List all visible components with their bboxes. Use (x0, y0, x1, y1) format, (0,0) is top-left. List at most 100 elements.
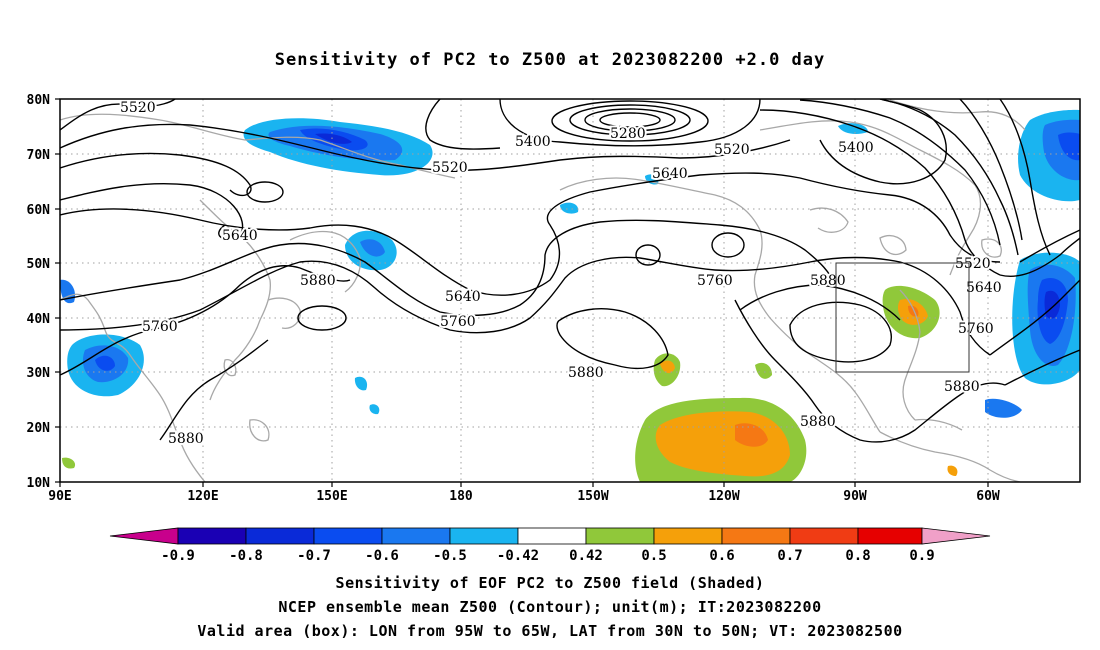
contour-line (635, 244, 661, 266)
lat-label: 80N (27, 93, 51, 108)
contour-label: 5640 (652, 166, 688, 182)
colorbar-segment (857, 527, 923, 545)
contour-label: 5760 (440, 314, 476, 330)
colorbar-tick-label: -0.5 (433, 548, 467, 564)
negative-shading-region (838, 123, 868, 134)
negative-shading-region (369, 404, 380, 415)
negative-shading-region (315, 133, 352, 144)
coastline (981, 238, 1002, 258)
contour-line (551, 100, 709, 142)
coastline (60, 293, 206, 482)
colorbar-tick-label: -0.8 (229, 548, 263, 564)
contour-label: 5880 (810, 273, 846, 289)
contour-label: 5880 (300, 273, 336, 289)
lon-label: 90E (48, 489, 71, 504)
contour-label: 5880 (568, 365, 604, 381)
lat-label: 50N (27, 257, 51, 272)
colorbar-tick-label: 0.9 (909, 548, 934, 564)
contour-label: 5880 (944, 379, 980, 395)
coastline (267, 297, 301, 329)
coastline (249, 419, 270, 442)
colorbar-segment (313, 527, 383, 545)
map-title: Sensitivity of PC2 to Z500 at 2023082200… (274, 50, 826, 70)
contour-line (60, 219, 836, 316)
caption-line-1: Sensitivity of EOF PC2 to Z500 field (Sh… (335, 574, 765, 592)
caption-line-2: NCEP ensemble mean Z500 (Contour); unit(… (278, 598, 822, 616)
gridlines (60, 99, 1080, 482)
negative-shading-region (1058, 132, 1080, 161)
coastline (899, 289, 921, 421)
contour-line (999, 99, 1051, 256)
lat-label: 30N (27, 366, 51, 381)
plot-frame (59, 98, 1081, 483)
contour-labels: 5520 5280 5400 5520 5640 5400 5520 5640 … (118, 98, 1004, 449)
contour-line (711, 232, 745, 258)
colorbar-tick-label: 0.5 (641, 548, 666, 564)
contour-line (759, 109, 1001, 276)
colorbar-tick-label: 0.6 (709, 548, 734, 564)
coastline (759, 120, 982, 276)
colorbar-tick-label: 0.8 (845, 548, 870, 564)
contour-label: 5760 (697, 273, 733, 289)
contour-line (1019, 229, 1080, 263)
lat-label: 40N (27, 312, 51, 327)
negative-shading-region (560, 202, 579, 214)
contour-line (499, 99, 761, 147)
contour-line (60, 265, 351, 376)
colorbar-tick-label: -0.9 (161, 548, 195, 564)
coastlines (60, 99, 1026, 482)
colorbar-segment (653, 527, 723, 545)
colorbar-tick-label: 0.7 (777, 548, 802, 564)
negative-shading-region (985, 398, 1022, 418)
contour-line (60, 172, 1001, 296)
contour-label: 5520 (714, 142, 750, 158)
positive-shading-region (62, 457, 76, 469)
coastline (879, 235, 907, 256)
caption-line-3: Valid area (box): LON from 95W to 65W, L… (197, 622, 903, 640)
negative-shading-region (354, 376, 368, 391)
coastline (889, 99, 1026, 131)
contour-label: 5880 (800, 414, 836, 430)
lon-label: 180 (449, 489, 473, 504)
colorbar-max-triangle (921, 527, 991, 545)
negative-shading-region (360, 239, 385, 257)
contour-label: 5640 (222, 228, 258, 244)
contour-line (879, 99, 1019, 256)
contour-line (60, 123, 791, 172)
contour-label: 5280 (610, 126, 646, 142)
lat-label: 10N (27, 476, 51, 491)
contour-label: 5640 (966, 280, 1002, 296)
negative-shading-region (1044, 290, 1060, 319)
contour-line (739, 284, 901, 321)
contour-line (60, 152, 252, 197)
lon-label: 120W (708, 489, 739, 504)
axis-labels: 80N 70N 60N 50N 40N 30N 20N 10N 90E 120E… (27, 93, 1000, 504)
contour-label: 5400 (838, 140, 874, 156)
colorbar-min-triangle (109, 527, 179, 545)
coastline (199, 199, 271, 401)
contour-line (246, 181, 284, 203)
contour-label: 5760 (142, 319, 178, 335)
lon-label: 120E (187, 489, 218, 504)
contour-line (989, 279, 1080, 356)
colorbar-segment (585, 527, 655, 545)
contour-line (789, 301, 892, 363)
coastline (223, 359, 237, 377)
contour-line (556, 308, 669, 370)
colorbar-tick-label: -0.6 (365, 548, 399, 564)
colorbar-segment (789, 527, 859, 545)
contour-line (60, 182, 244, 240)
contour-label: 5400 (515, 134, 551, 150)
colorbar-segment (381, 527, 451, 545)
colorbar-ticks: -0.9 -0.8 -0.7 -0.6 -0.5 -0.42 0.42 0.5 … (161, 548, 935, 564)
contour-line (425, 99, 501, 150)
contour-line (297, 305, 347, 331)
coastline (809, 207, 849, 233)
z500-contours (60, 99, 1080, 443)
valid-area-box (835, 262, 970, 373)
coastline (879, 431, 1021, 482)
colorbar-segment (449, 527, 519, 545)
colorbar-segment (721, 527, 791, 545)
lat-label: 60N (27, 203, 51, 218)
